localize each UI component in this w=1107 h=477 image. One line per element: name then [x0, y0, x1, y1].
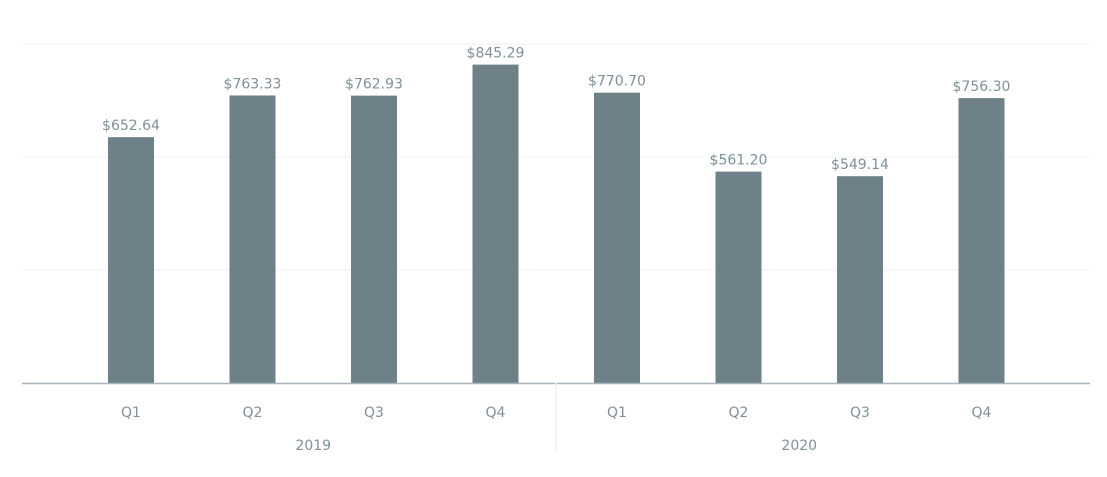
- x-tick-label: Q2: [243, 405, 263, 421]
- bar: [594, 92, 640, 383]
- x-tick-label: Q1: [607, 405, 627, 421]
- x-tick-label: Q3: [850, 405, 870, 421]
- bar-value-label: $845.29: [467, 46, 525, 62]
- bar-value-label: $549.14: [831, 157, 889, 173]
- x-axis: Q1 Q2 Q3 Q4 Q1 Q2 Q3 Q4 2019 2020: [22, 382, 1090, 454]
- bar: [472, 64, 519, 384]
- x-tick-label: Q4: [486, 405, 506, 421]
- bar: [108, 137, 154, 383]
- x-tick-label: Q2: [729, 405, 749, 421]
- bar: [229, 95, 276, 383]
- bar-value-label: $770.70: [588, 74, 646, 90]
- bar-value-label: $652.64: [102, 118, 160, 134]
- bars: [108, 64, 1005, 384]
- x-tick-label: Q1: [121, 405, 141, 421]
- gridlines: [22, 43, 1090, 271]
- bar-value-label: $561.20: [710, 153, 768, 169]
- bar: [958, 98, 1005, 383]
- bar-value-label: $763.33: [224, 76, 282, 92]
- bar-value-label: $762.93: [345, 77, 403, 93]
- bar: [351, 95, 397, 383]
- x-group-label: 2020: [781, 438, 817, 454]
- x-tick-label: Q4: [972, 405, 992, 421]
- bar-value-label: $756.30: [953, 79, 1011, 95]
- bar: [715, 171, 762, 383]
- data-labels: $652.64 $763.33 $762.93 $845.29 $770.70 $561.…: [102, 46, 1010, 174]
- bar: [837, 176, 883, 383]
- x-group-label: 2019: [295, 438, 331, 454]
- x-tick-label: Q3: [364, 405, 384, 421]
